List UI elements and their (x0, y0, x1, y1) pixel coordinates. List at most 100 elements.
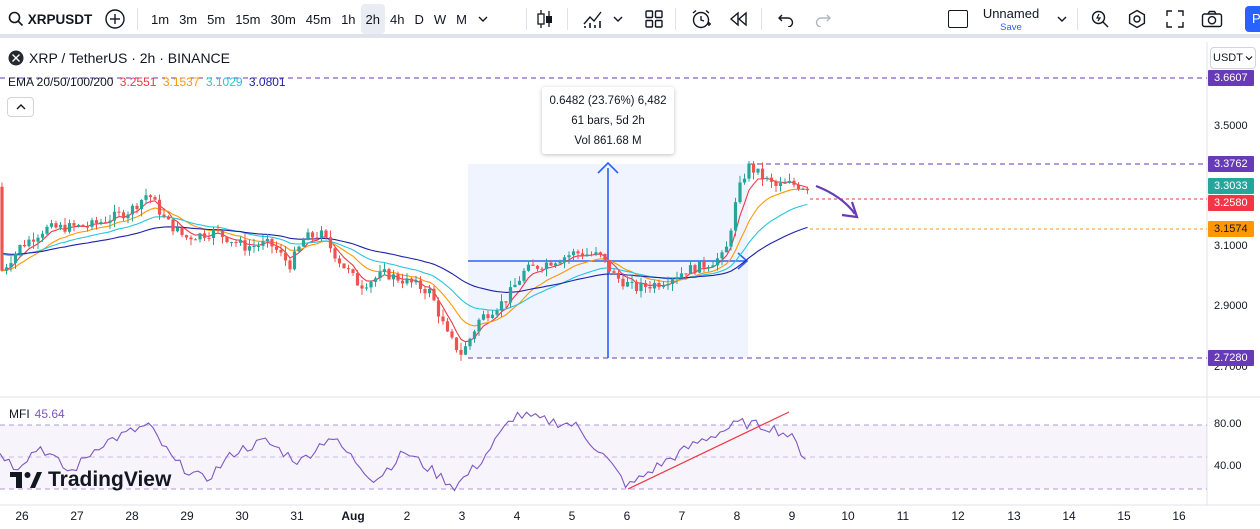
interval-5m[interactable]: 5m (207, 11, 226, 27)
candle-body (229, 241, 234, 243)
time-label: 16 (1172, 509, 1186, 523)
interval-4h[interactable]: 4h (390, 11, 405, 27)
interval-bar: 1m 3m 5m 15m 30m 45m 1h 2h 4h D W M (146, 4, 494, 34)
chevron-down-icon (613, 16, 623, 22)
fullscreen-button[interactable] (1160, 4, 1190, 34)
candle-body (346, 268, 351, 270)
time-label: Aug (341, 509, 365, 523)
candle-body (162, 214, 166, 217)
compare-symbol-button[interactable] (103, 4, 127, 34)
candle-body (769, 177, 774, 182)
candle-body (310, 232, 315, 238)
candle-body (666, 283, 670, 286)
candle-body (81, 224, 85, 227)
symbol-search[interactable]: XRPUSDT (6, 4, 94, 34)
undo-icon (778, 14, 794, 27)
candle-body (706, 267, 711, 269)
time-label: 15 (1117, 509, 1131, 523)
snapshot-button[interactable] (1197, 4, 1227, 34)
indicators-button[interactable] (578, 4, 608, 34)
interval-2h[interactable]: 2h (360, 4, 386, 34)
candle-body (441, 316, 445, 322)
interval-D[interactable]: D (414, 11, 424, 27)
candles (0, 160, 810, 361)
interval-1h[interactable]: 1h (341, 11, 356, 27)
indicators-icon (583, 11, 602, 28)
layout-name[interactable]: Unnamed (982, 6, 1040, 21)
measure-arrow-head-right (737, 252, 749, 270)
candle-body (801, 188, 805, 190)
currency-selector[interactable]: USDT (1210, 47, 1256, 69)
candle-body (148, 195, 153, 198)
candle-body (450, 331, 454, 338)
ema200-line (1, 226, 808, 293)
mfi-trendline[interactable] (627, 411, 790, 490)
candle-body (481, 314, 486, 320)
ema-legend[interactable]: EMA 20/50/100/200 3.2551 3.1537 3.1029 3… (8, 75, 289, 89)
mfi-legend[interactable]: MFI 45.64 (9, 407, 65, 421)
candle-body (459, 350, 463, 355)
candle-body (423, 289, 427, 294)
divider (761, 8, 762, 30)
chart-type-button[interactable] (530, 4, 560, 34)
candle-body (697, 261, 702, 273)
candle-body (319, 230, 324, 239)
candle-body (108, 220, 112, 223)
candle-body (517, 280, 522, 285)
publish-button[interactable]: Pu (1245, 6, 1260, 32)
save-button[interactable]: Save (1000, 22, 1022, 33)
tradingview-watermark[interactable]: TradingView (10, 468, 171, 492)
candle-body (333, 248, 337, 259)
settings-button[interactable] (1122, 4, 1152, 34)
measure-range[interactable] (468, 164, 748, 358)
indicators-dropdown[interactable] (608, 4, 628, 34)
undo-button[interactable] (771, 4, 801, 34)
chevron-up-icon (16, 104, 25, 110)
candle-body (486, 314, 490, 318)
candle-body (783, 182, 787, 184)
candle-body (45, 226, 49, 234)
candle-body (634, 281, 639, 292)
candle-body (693, 265, 697, 273)
candle-body (382, 269, 387, 272)
candle-body (747, 163, 751, 179)
templates-button[interactable] (639, 4, 669, 34)
candle-body (409, 278, 414, 283)
interval-3m[interactable]: 3m (179, 11, 198, 27)
time-label: 29 (180, 509, 194, 523)
candle-body (499, 301, 504, 311)
layout-dropdown[interactable] (1052, 4, 1072, 34)
candle-body (405, 278, 409, 284)
layout-icon[interactable] (948, 10, 968, 28)
replay-button[interactable] (724, 4, 754, 34)
candle-body (292, 251, 297, 270)
interval-W[interactable]: W (433, 11, 447, 27)
ema-label: EMA 20/50/100/200 (8, 75, 114, 89)
interval-30m[interactable]: 30m (270, 11, 296, 27)
ema100-line (1, 203, 808, 311)
candle-body (85, 226, 90, 228)
time-label: 8 (733, 509, 741, 523)
candle-body (67, 223, 72, 232)
candle-body (639, 282, 643, 292)
mfi-tick: 40.00 (1214, 460, 1242, 472)
interval-dropdown[interactable] (472, 4, 494, 34)
symbol-name: XRPUSDT (27, 11, 93, 27)
interval-15m[interactable]: 15m (235, 11, 261, 27)
collapse-legend-button[interactable] (7, 97, 34, 117)
redo-button[interactable] (808, 4, 838, 34)
candle-body (252, 246, 256, 248)
candle-body (171, 219, 175, 232)
alert-button[interactable] (686, 4, 716, 34)
interval-M[interactable]: M (456, 11, 467, 27)
quick-search-button[interactable] (1085, 4, 1115, 34)
interval-1m[interactable]: 1m (151, 11, 170, 27)
time-label: 13 (1007, 509, 1021, 523)
projection-arrow[interactable] (815, 184, 856, 215)
candle-body (99, 222, 103, 224)
interval-45m[interactable]: 45m (305, 11, 332, 27)
redo-icon (815, 14, 831, 27)
mfi-value: 45.64 (34, 407, 65, 421)
candle-body (22, 245, 27, 247)
measure-arrow-head-up (597, 161, 619, 174)
